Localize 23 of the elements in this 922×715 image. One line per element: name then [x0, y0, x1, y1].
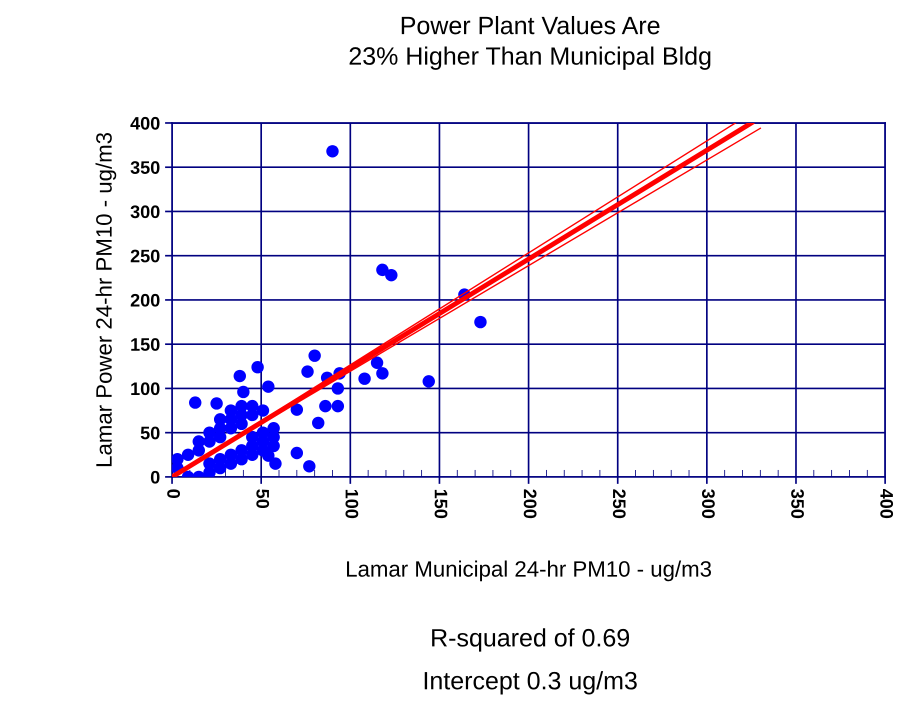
x-tick-label: 200 [524, 489, 537, 518]
y-tick-label: 0 [150, 470, 160, 484]
y-tick-label: 300 [130, 205, 160, 218]
y-axis-title: Lamar Power 24-hr PM10 - ug/m3 [96, 132, 116, 466]
x-tick-label: 0 [167, 489, 180, 498]
x-tick-label: 150 [434, 490, 448, 518]
x-tick-label: 300 [702, 489, 715, 518]
x-tick-label: 400 [880, 488, 894, 518]
y-tick-label: 50 [140, 426, 160, 440]
y-tick-label: 350 [130, 161, 160, 174]
x-tick-label: 100 [345, 490, 358, 518]
x-axis-title: Lamar Municipal 24-hr PM10 - ug/m3 [347, 560, 712, 582]
x-tick-label: 50 [256, 489, 270, 508]
text: R-squared of 0.69 [432, 628, 630, 652]
text: Intercept 0.3 ug/m3 [424, 671, 637, 694]
y-tick-label: 250 [130, 250, 160, 262]
y-tick-label: 400 [130, 116, 160, 130]
x-tick-label: 350 [791, 489, 804, 518]
y-tick-label: 150 [131, 338, 160, 351]
y-tick-label: 200 [130, 294, 160, 307]
y-tick-label: 100 [131, 382, 160, 396]
chart-title: Power Plant Values Are 23% Higher Than Municipal Bldg [350, 16, 710, 70]
x-tick-label: 250 [612, 489, 626, 518]
